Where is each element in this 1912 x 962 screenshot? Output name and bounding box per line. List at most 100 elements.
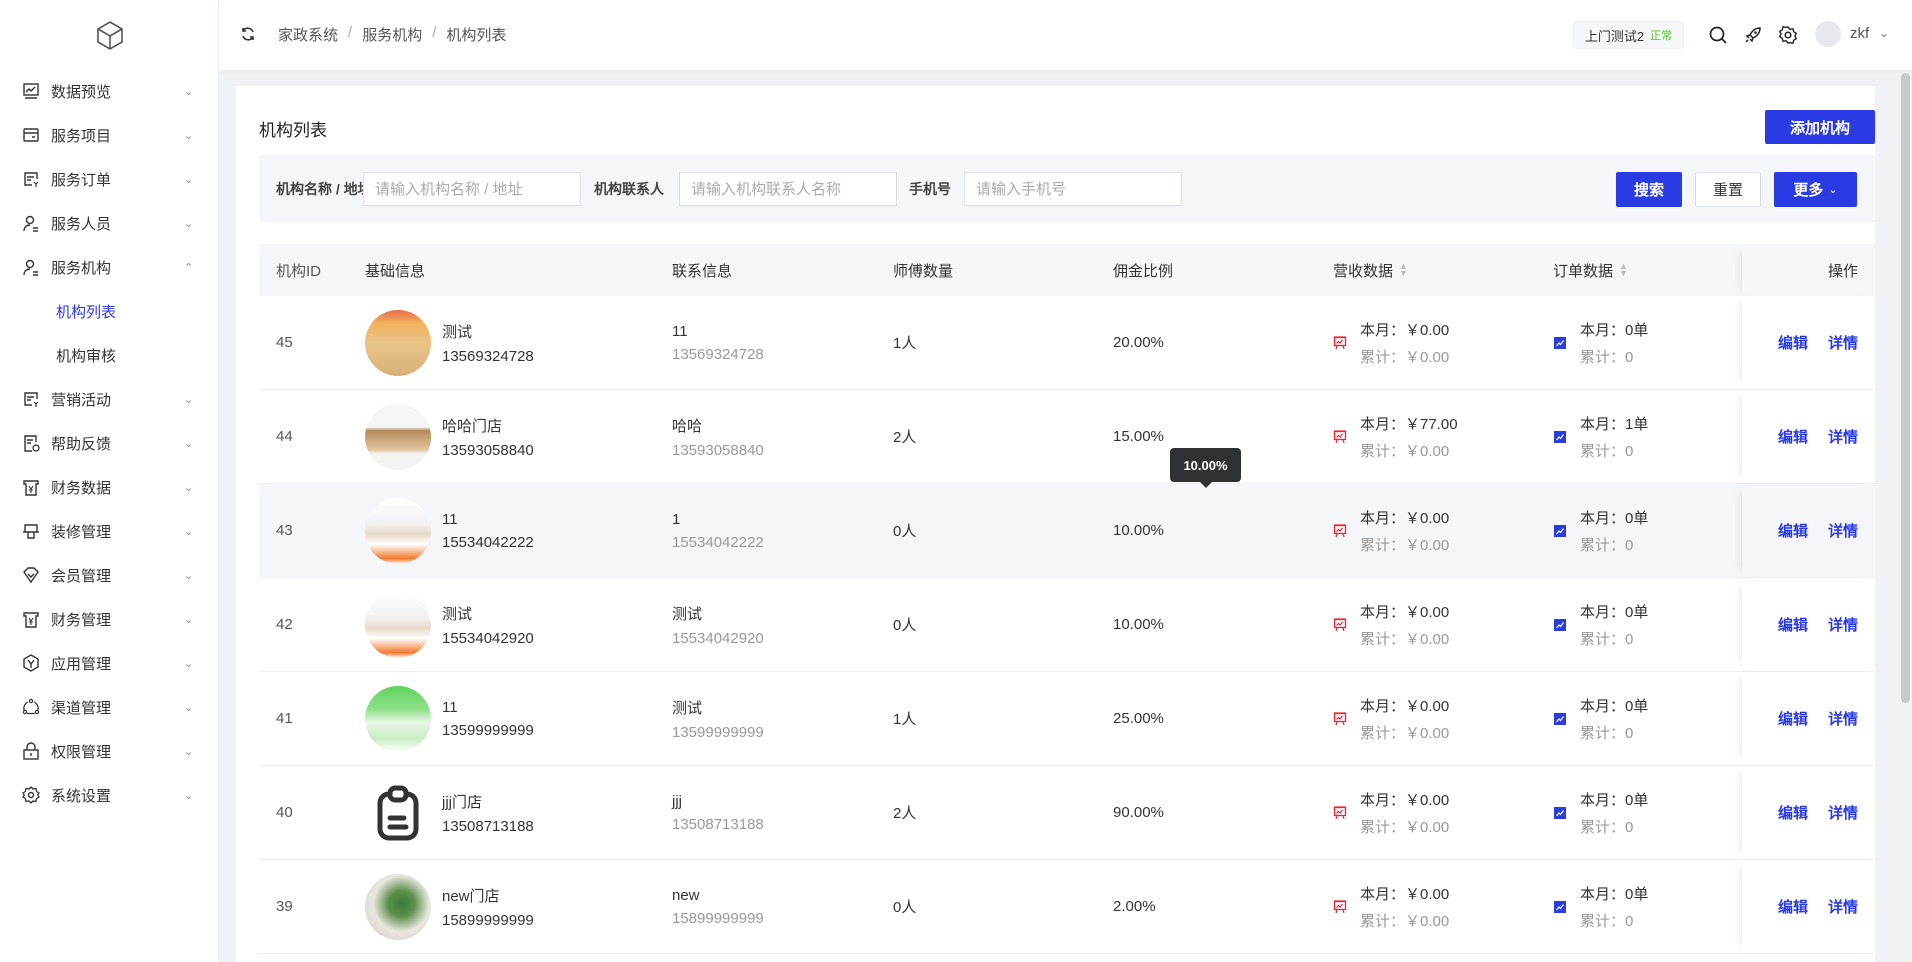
rocket-icon[interactable] [1743,25,1763,45]
sidebar-item-label: 数据预览 [51,83,112,101]
reset-button[interactable]: 重置 [1695,172,1761,207]
cell-revenue: 本月：￥0.00 累计：￥0.00 [1333,766,1553,859]
table-row: 41 11 13599999999 测试 13599999999 1人 25.00%… [259,672,1875,766]
search-icon[interactable] [1708,25,1728,45]
chevron-down-icon: ⌄ [184,789,194,802]
cell-id: 44 [276,428,293,445]
chevron-down-icon[interactable]: ⌄ [1879,26,1890,40]
breadcrumb-item[interactable]: 服务机构 [362,27,423,44]
table-row: 40 jjj门店 13508713188 jjj 13508713188 2人 90… [259,766,1875,860]
cell-commission: 90.00% [1113,804,1164,821]
channel-icon [22,698,40,715]
col-revenue[interactable]: 营收数据 ▲ ▼ [1333,244,1553,296]
sidebar-item[interactable]: 服务人员 ⌄ [0,203,219,243]
orders-month: 本月：0单 [1580,321,1649,339]
breadcrumb-item[interactable]: 家政系统 [278,27,339,44]
edit-link[interactable]: 编辑 [1777,711,1808,728]
sidebar-item[interactable]: 机构列表 [0,291,219,331]
cell-commission: 15.00% [1113,428,1164,445]
sidebar-item[interactable]: 财务数据 ⌄ [0,467,219,507]
phone-label: 手机号 [909,181,951,197]
cell-revenue: 本月：￥0.00 累计：￥0.00 [1333,484,1553,577]
gear-icon[interactable] [1778,25,1798,45]
cell-orders: 本月：0单 累计：0 [1553,860,1742,953]
cell-actions: 编辑 详情 [1742,766,1875,859]
sidebar-item[interactable]: 会员管理 ⌄ [0,555,219,595]
detail-link[interactable]: 详情 [1827,899,1858,916]
sidebar-item-label: 机构列表 [56,303,117,321]
store-badge[interactable]: 上门测试2 正常 [1573,21,1684,49]
order-chart-icon [1554,524,1566,537]
revenue-chart-icon [1333,335,1347,349]
scrollbar[interactable] [1901,73,1910,703]
table-row: 39 new门店 15899999999 new 15899999999 0人 2.… [259,860,1875,954]
contact-name: 测试 [672,605,703,623]
contact-phone: 15899999999 [672,909,764,927]
add-institution-button[interactable]: 添加机构 [1765,110,1875,144]
detail-link[interactable]: 详情 [1827,805,1858,822]
user-icon [23,259,38,276]
edit-link[interactable]: 编辑 [1777,617,1808,634]
sidebar-item[interactable]: 权限管理 ⌄ [0,731,219,771]
cell-basic: jjj门店 13508713188 [365,766,672,859]
cell-commission: 25.00% [1113,710,1164,727]
revenue-chart-icon [1333,711,1347,725]
cell-masters: 1人 [893,711,917,728]
more-button[interactable]: 更多 ⌄ [1774,172,1857,207]
sort-icon[interactable]: ▲ ▼ [1399,261,1408,278]
contact-phone: 15534042222 [672,533,764,551]
app-icon [23,654,39,672]
sidebar-item[interactable]: 数据预览 ⌄ [0,71,219,111]
revenue-month: 本月：￥77.00 [1360,415,1458,433]
search-button[interactable]: 搜索 [1616,172,1682,207]
sidebar-item[interactable]: 服务机构 ⌃ [0,247,219,287]
sidebar-item[interactable]: 服务订单 ⌄ [0,159,219,199]
contact-input[interactable] [679,172,897,206]
diamond-icon [23,567,39,584]
detail-link[interactable]: 详情 [1827,429,1858,446]
sidebar-item[interactable]: 财务管理 ⌄ [0,599,219,639]
sidebar-item-label: 服务项目 [51,127,112,145]
edit-link[interactable]: 编辑 [1777,429,1808,446]
edit-link[interactable]: 编辑 [1777,523,1808,540]
edit-link[interactable]: 编辑 [1777,899,1808,916]
col-revenue-label: 营收数据 [1333,262,1394,280]
sidebar-item[interactable]: 帮助反馈 ⌄ [0,423,219,463]
detail-link[interactable]: 详情 [1827,711,1858,728]
contact-name: 1 [672,510,681,528]
sidebar-item[interactable]: 应用管理 ⌄ [0,643,219,683]
edit-link[interactable]: 编辑 [1777,335,1808,352]
orders-month: 本月：0单 [1580,509,1649,527]
sidebar: 数据预览 ⌄ 服务项目 ⌄ 服务订单 ⌄ 服务人员 ⌄ 服务机构 ⌃ 机构列表 机构审核 营销活动 ⌄ 帮助… [0,0,219,962]
phone-input[interactable] [964,172,1182,206]
sort-icon[interactable]: ▲ ▼ [1619,261,1628,278]
orders-total: 累计：0 [1580,724,1634,742]
sidebar-item[interactable]: 装修管理 ⌄ [0,511,219,551]
col-orders[interactable]: 订单数据 ▲ ▼ [1553,244,1742,296]
detail-link[interactable]: 详情 [1827,617,1858,634]
user-avatar[interactable] [1815,21,1841,47]
revenue-chart-icon [1333,523,1347,537]
sidebar-item[interactable]: 营销活动 ⌄ [0,379,219,419]
chevron-down-icon: ⌄ [1828,184,1838,196]
name-address-input[interactable] [363,172,581,206]
detail-link[interactable]: 详情 [1827,335,1858,352]
sidebar-item[interactable]: 服务项目 ⌄ [0,115,219,155]
username[interactable]: zkf [1850,25,1870,42]
orders-month: 本月：0单 [1580,603,1649,621]
sidebar-item[interactable]: 机构审核 [0,335,219,375]
refresh-icon[interactable] [240,26,256,42]
cell-orders: 本月：0单 累计：0 [1553,766,1742,859]
revenue-total: 累计：￥0.00 [1360,912,1450,930]
sidebar-item[interactable]: 系统设置 ⌄ [0,775,219,815]
cell-masters: 0人 [893,617,917,634]
order-icon [24,172,39,187]
revenue-month: 本月：￥0.00 [1360,697,1450,715]
sidebar-item[interactable]: 渠道管理 ⌄ [0,687,219,727]
institution-phone: 13593058840 [442,441,534,459]
orders-month: 本月：0单 [1580,697,1649,715]
cell-orders: 本月：0单 累计：0 [1553,484,1742,577]
detail-link[interactable]: 详情 [1827,523,1858,540]
edit-link[interactable]: 编辑 [1777,805,1808,822]
page-title: 机构列表 [259,121,327,140]
